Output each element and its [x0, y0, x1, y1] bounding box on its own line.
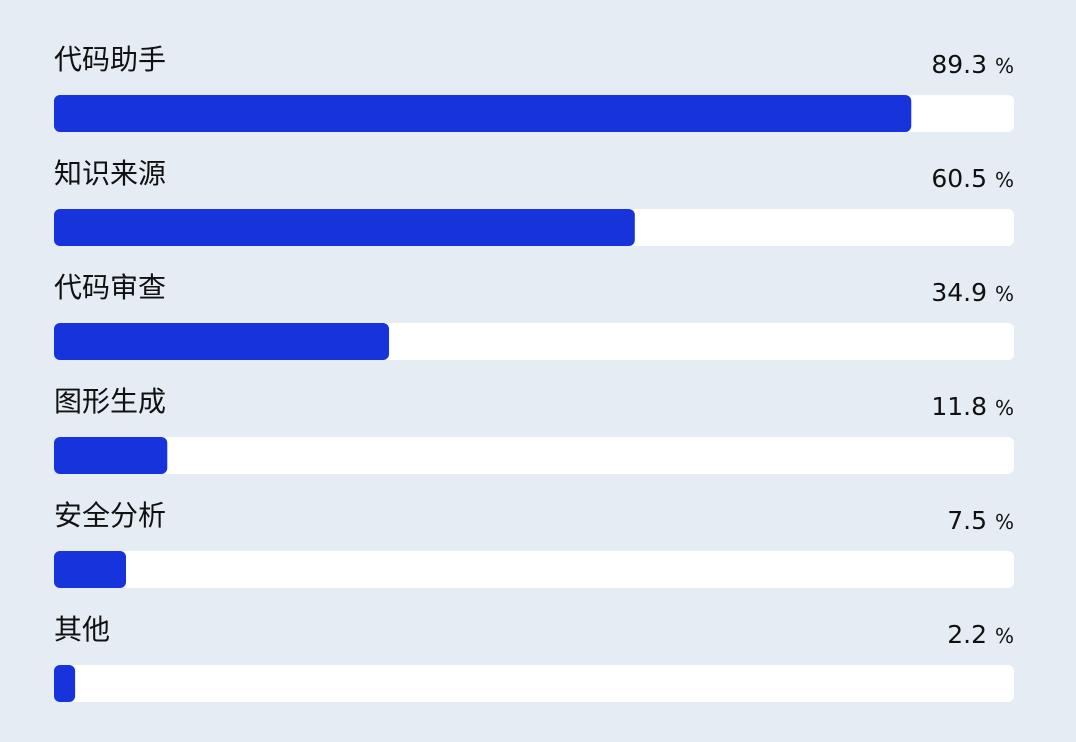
- value-label: 2.2%: [947, 620, 1014, 649]
- bar: [54, 665, 76, 702]
- value-unit: %: [995, 510, 1014, 534]
- bar: [54, 209, 635, 246]
- value-label: 11.8%: [931, 392, 1014, 421]
- track: [54, 551, 1014, 588]
- value-unit: %: [995, 282, 1014, 306]
- category-label: 图形生成: [54, 385, 166, 418]
- bar: [54, 323, 390, 360]
- value-label: 7.5%: [947, 506, 1014, 535]
- value-unit: %: [995, 54, 1014, 78]
- value-number: 11.8: [931, 392, 987, 421]
- category-label: 代码审查: [54, 271, 166, 304]
- value-unit: %: [995, 168, 1014, 192]
- value-unit: %: [995, 396, 1014, 420]
- value-label: 89.3%: [931, 50, 1014, 79]
- value-label: 60.5%: [931, 164, 1014, 193]
- value-number: 7.5: [947, 506, 987, 535]
- value-number: 34.9: [931, 278, 987, 307]
- value-unit: %: [995, 624, 1014, 648]
- category-label: 其他: [54, 613, 110, 646]
- value-number: 89.3: [931, 50, 987, 79]
- category-label: 安全分析: [54, 499, 166, 532]
- value-number: 2.2: [947, 620, 987, 649]
- track: [54, 437, 1014, 474]
- value-number: 60.5: [931, 164, 987, 193]
- bar: [54, 437, 168, 474]
- category-label: 知识来源: [54, 157, 166, 190]
- bar: [54, 551, 126, 588]
- track: [54, 665, 1014, 702]
- bar: [54, 95, 912, 132]
- category-label: 代码助手: [54, 43, 166, 76]
- value-label: 34.9%: [931, 278, 1014, 307]
